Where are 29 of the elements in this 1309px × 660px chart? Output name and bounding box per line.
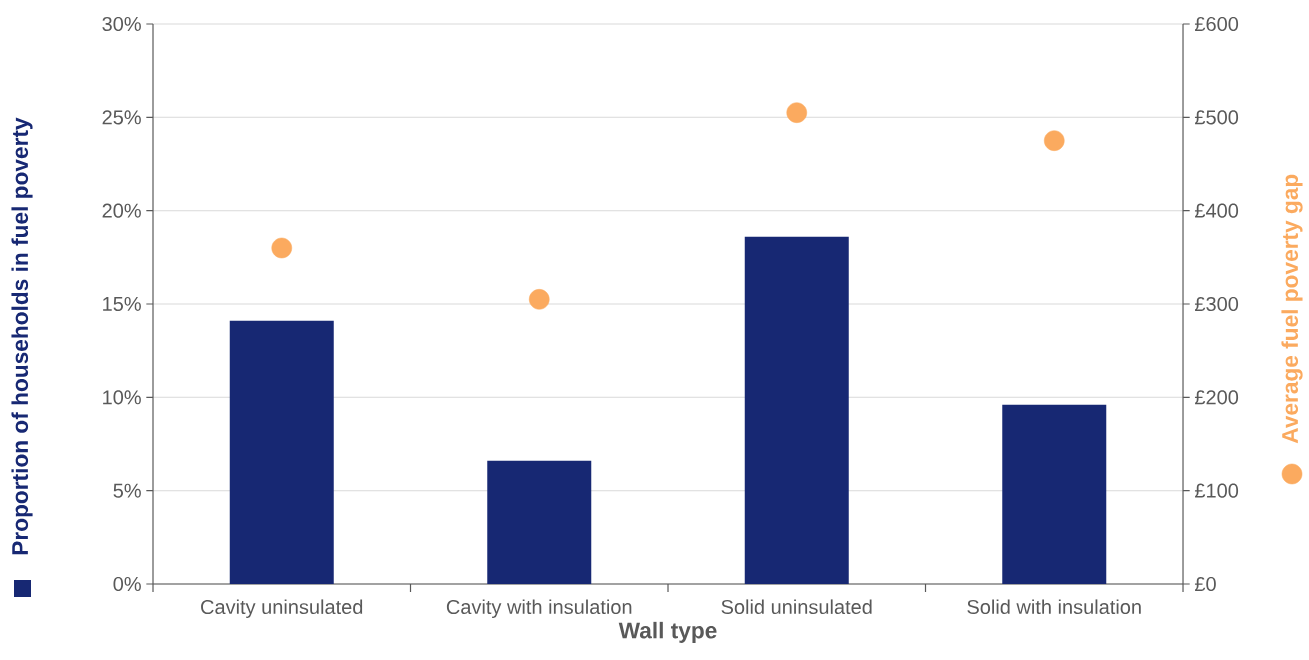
y-tick-label: 10% — [103, 390, 141, 405]
x-tick-label: Cavity uninsulated — [201, 599, 363, 619]
y-axis-title: Proportion of households in fuel poverty — [11, 117, 33, 555]
y2-tick-label: £600 — [1194, 16, 1239, 32]
y2-tick-label: £500 — [1194, 110, 1239, 125]
bar — [487, 460, 592, 584]
bar — [744, 236, 849, 584]
y-tick-label: 25% — [102, 110, 141, 125]
x-axis-title: Wall type — [618, 621, 717, 643]
x-tick-label: Cavity with insulation — [446, 599, 632, 619]
y-tick-label: 20% — [102, 203, 141, 218]
point — [528, 289, 550, 310]
y2-tick-label: £100 — [1194, 483, 1239, 498]
bar — [229, 320, 334, 584]
x-tick-label: Solid with insulation — [967, 599, 1141, 615]
y2-tick-label: £300 — [1194, 296, 1239, 312]
point — [786, 102, 808, 123]
y-tick-label: 15% — [103, 296, 141, 312]
point — [271, 237, 293, 259]
point — [1043, 130, 1065, 151]
x-tick-label: Solid uninsulated — [721, 599, 872, 615]
y-tick-label: 30% — [102, 16, 141, 32]
y2-tick-label: £400 — [1194, 203, 1239, 218]
y-tick-label: 5% — [113, 483, 141, 498]
y-tick-label: 0% — [113, 576, 141, 592]
y2-axis-title: Average fuel poverty gap — [1281, 174, 1303, 444]
y2-tick-label: £0 — [1194, 576, 1216, 592]
bar — [1002, 404, 1107, 584]
y2-tick-label: £200 — [1194, 390, 1239, 405]
